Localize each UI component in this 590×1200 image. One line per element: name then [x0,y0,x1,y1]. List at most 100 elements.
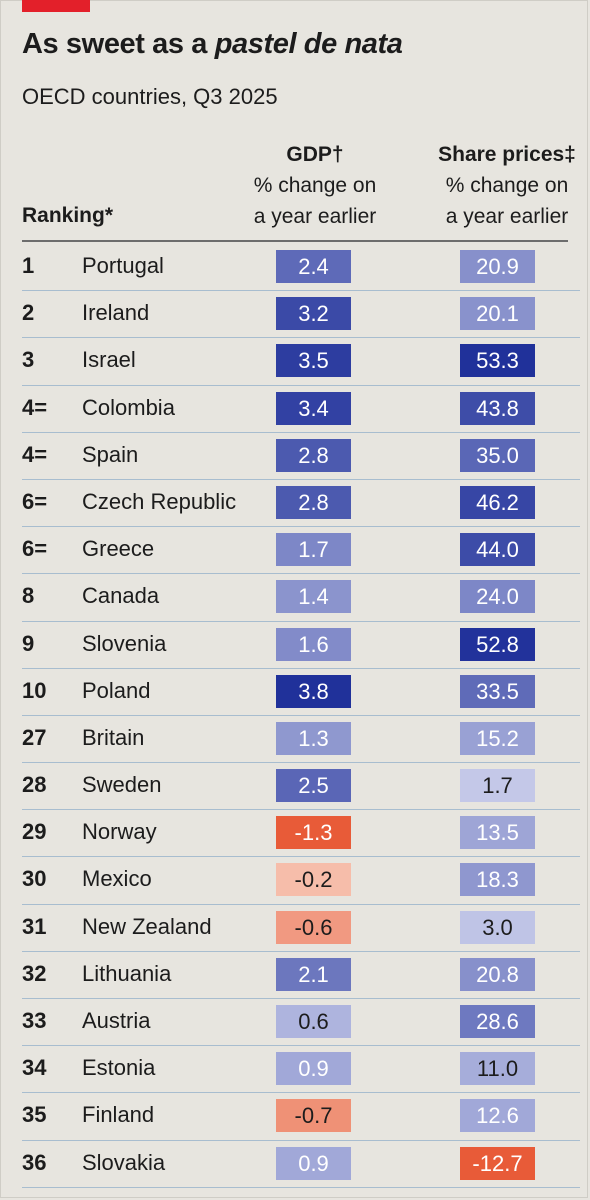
table-row: 31 New Zealand -0.6 3.0 [22,905,580,952]
share-value-cell: 3.0 [460,910,535,944]
rank-label: 27 [22,724,47,750]
rank-label: 6= [22,536,48,562]
share-value-cell: -12.7 [460,1146,535,1180]
share-value-cell: 35.0 [460,438,535,472]
rank-label: 8 [22,583,35,609]
rank-label: 32 [22,960,47,986]
table-row: 4= Spain 2.8 35.0 [22,433,580,480]
rank-label: 3 [22,347,35,373]
table-row: 1 Portugal 2.4 20.9 [22,244,580,292]
table-row: 2 Ireland 3.2 20.1 [22,291,580,339]
country-label: Poland [82,677,151,703]
gdp-column-header: GDP† % change on a year earlier [215,139,415,232]
gdp-value-cell: 2.8 [276,438,351,472]
country-label: Spain [82,441,139,467]
gdp-value-cell: 3.8 [276,674,351,708]
gdp-value-cell: 2.4 [276,250,351,283]
rank-label: 9 [22,630,35,656]
share-value-cell: 20.9 [460,250,535,283]
table-row: 28 Sweden 2.5 1.7 [22,763,580,811]
rank-label: 28 [22,772,47,798]
gdp-value-cell: 1.4 [276,580,351,614]
share-column-desc-2: a year earlier [445,205,569,228]
gdp-column-name: GDP† [286,143,344,166]
share-value-cell: 43.8 [460,391,535,425]
table-row: 30 Mexico -0.2 18.3 [22,857,580,905]
country-label: Sweden [82,772,162,798]
rank-label: 36 [22,1149,47,1175]
country-label: Slovenia [82,630,167,656]
gdp-value-cell: 2.5 [276,769,351,803]
gdp-value-cell: -0.2 [276,863,351,897]
gdp-value-cell: -0.6 [276,910,351,944]
country-label: Norway [82,819,157,845]
share-value-cell: 46.2 [460,485,535,519]
share-value-cell: 28.6 [460,1005,535,1038]
share-value-cell: 33.5 [460,674,535,708]
title-main: As sweet as a [22,28,215,60]
share-value-cell: 20.8 [460,957,535,991]
rank-label: 35 [22,1102,47,1128]
country-label: Portugal [82,253,164,278]
ranking-column-header: Ranking* [22,204,114,227]
rank-label: 6= [22,488,48,514]
gdp-column-desc-1: % change on [253,174,377,197]
table-row: 34 Estonia 0.9 11.0 [22,1046,580,1094]
table-row: 8 Canada 1.4 24.0 [22,574,580,622]
country-label: Israel [82,347,136,373]
share-value-cell: 15.2 [460,721,535,755]
gdp-value-cell: -0.7 [276,1099,351,1133]
gdp-value-cell: 1.3 [276,721,351,755]
gdp-value-cell: 3.4 [276,391,351,425]
table-row: 6= Czech Republic 2.8 46.2 [22,480,580,528]
share-column-header: Share prices‡ % change on a year earlier [407,139,590,232]
rank-label: 29 [22,819,47,845]
share-value-cell: 44.0 [460,533,535,567]
share-column-desc-1: % change on [445,174,569,197]
table-row: 4= Colombia 3.4 43.8 [22,386,580,433]
table-row: 27 Britain 1.3 15.2 [22,716,580,764]
gdp-value-cell: 0.6 [276,1005,351,1038]
country-label: New Zealand [82,913,212,939]
country-label: Czech Republic [82,488,237,514]
rank-label: 4= [22,441,48,467]
table-row: 6= Greece 1.7 44.0 [22,527,580,575]
brand-tag [22,0,90,12]
rank-label: 4= [22,394,48,420]
country-label: Canada [82,583,160,609]
rank-label: 34 [22,1055,47,1081]
gdp-value-cell: 3.5 [276,344,351,378]
share-value-cell: 12.6 [460,1099,535,1133]
country-label: Colombia [82,394,175,420]
rank-label: 31 [22,913,47,939]
gdp-value-cell: 3.2 [276,297,351,331]
rank-label: 2 [22,300,35,326]
rank-label: 33 [22,1008,47,1033]
title-italic: pastel de nata [214,28,403,60]
share-value-cell: 52.8 [460,627,535,661]
table-row: 10 Poland 3.8 33.5 [22,669,580,716]
gdp-value-cell: 2.1 [276,957,351,991]
gdp-value-cell: 0.9 [276,1052,351,1086]
rank-label: 30 [22,866,47,892]
gdp-value-cell: 1.7 [276,533,351,567]
country-label: Finland [82,1102,155,1128]
rank-label: 10 [22,677,47,703]
table-row: 32 Lithuania 2.1 20.8 [22,952,580,999]
country-label: Estonia [82,1055,156,1081]
gdp-value-cell: -1.3 [276,816,351,850]
country-label: Mexico [82,866,152,892]
share-value-cell: 1.7 [460,769,535,803]
header-rule [22,240,568,242]
gdp-value-cell: 0.9 [276,1146,351,1180]
gdp-column-desc-2: a year earlier [253,205,377,228]
table-row: 3 Israel 3.5 53.3 [22,338,580,386]
table-row: 36 Slovakia 0.9 -12.7 [22,1141,580,1188]
country-label: Slovakia [82,1149,166,1175]
share-value-cell: 20.1 [460,297,535,331]
country-label: Lithuania [82,960,172,986]
table-row: 9 Slovenia 1.6 52.8 [22,622,580,669]
table-body: 1 Portugal 2.4 20.9 2 Ireland 3.2 20.1 3 Israel 3.… [22,244,580,1188]
share-column-name: Share prices‡ [438,143,576,166]
chart-subtitle: OECD countries, Q3 2025 [22,84,278,109]
